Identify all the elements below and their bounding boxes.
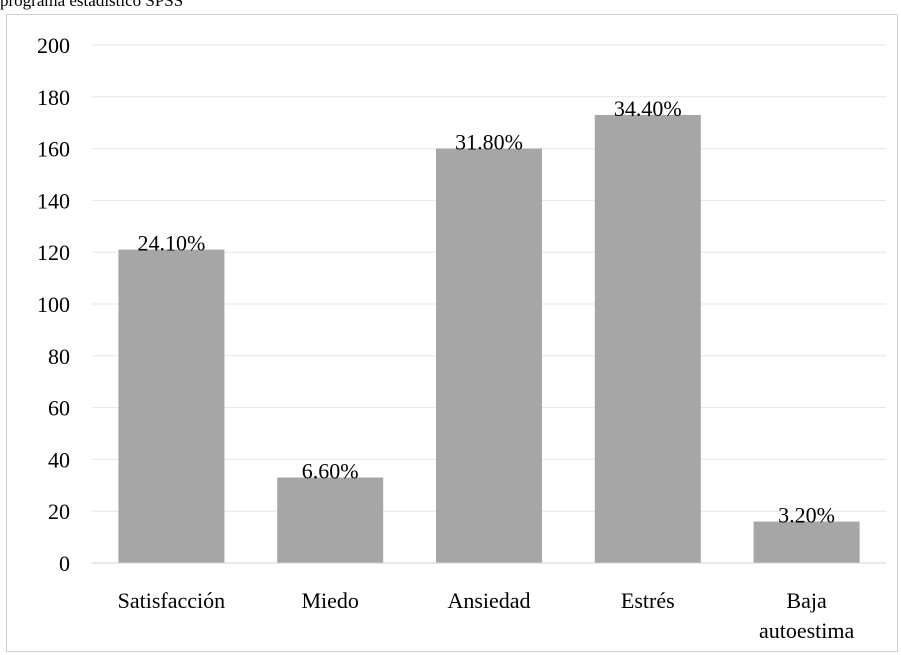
bar xyxy=(753,521,860,563)
y-tick-label: 120 xyxy=(37,240,70,265)
bar xyxy=(594,114,701,564)
data-label: 6.60% xyxy=(302,459,359,484)
x-category-label: Satisfacción xyxy=(118,588,226,613)
data-label: 3.20% xyxy=(778,503,835,528)
y-tick-label: 140 xyxy=(37,188,70,213)
bar xyxy=(277,477,384,563)
x-category-label: Baja xyxy=(786,588,827,613)
x-category-label: Ansiedad xyxy=(447,588,530,613)
bar xyxy=(436,148,542,563)
y-tick-label: 0 xyxy=(59,551,70,576)
y-tick-label: 180 xyxy=(37,85,70,110)
figure-caption: programa estadístico SPSS xyxy=(0,0,184,10)
data-label: 34.40% xyxy=(614,96,682,121)
data-labels: 24.10% 6.60% 31.80% 34.40% 3.20% xyxy=(137,96,835,528)
x-category-label: autoestima xyxy=(759,618,855,643)
bar xyxy=(118,249,225,564)
y-tick-label: 40 xyxy=(48,447,70,472)
y-tick-label: 100 xyxy=(37,292,70,317)
y-axis-ticks: 0 20 40 60 80 100 120 140 160 180 200 xyxy=(37,33,70,576)
y-tick-label: 160 xyxy=(37,137,70,162)
data-label: 24.10% xyxy=(137,231,205,256)
y-tick-label: 60 xyxy=(48,396,70,421)
x-category-label: Miedo xyxy=(301,588,358,613)
y-tick-label: 80 xyxy=(48,344,70,369)
y-tick-label: 20 xyxy=(48,499,70,524)
data-label: 31.80% xyxy=(455,130,523,155)
bars xyxy=(118,114,860,564)
y-tick-label: 200 xyxy=(37,33,70,58)
x-category-label: Estrés xyxy=(621,588,675,613)
x-axis-categories: Satisfacción Miedo Ansiedad Estrés Baja autoe… xyxy=(118,588,855,643)
